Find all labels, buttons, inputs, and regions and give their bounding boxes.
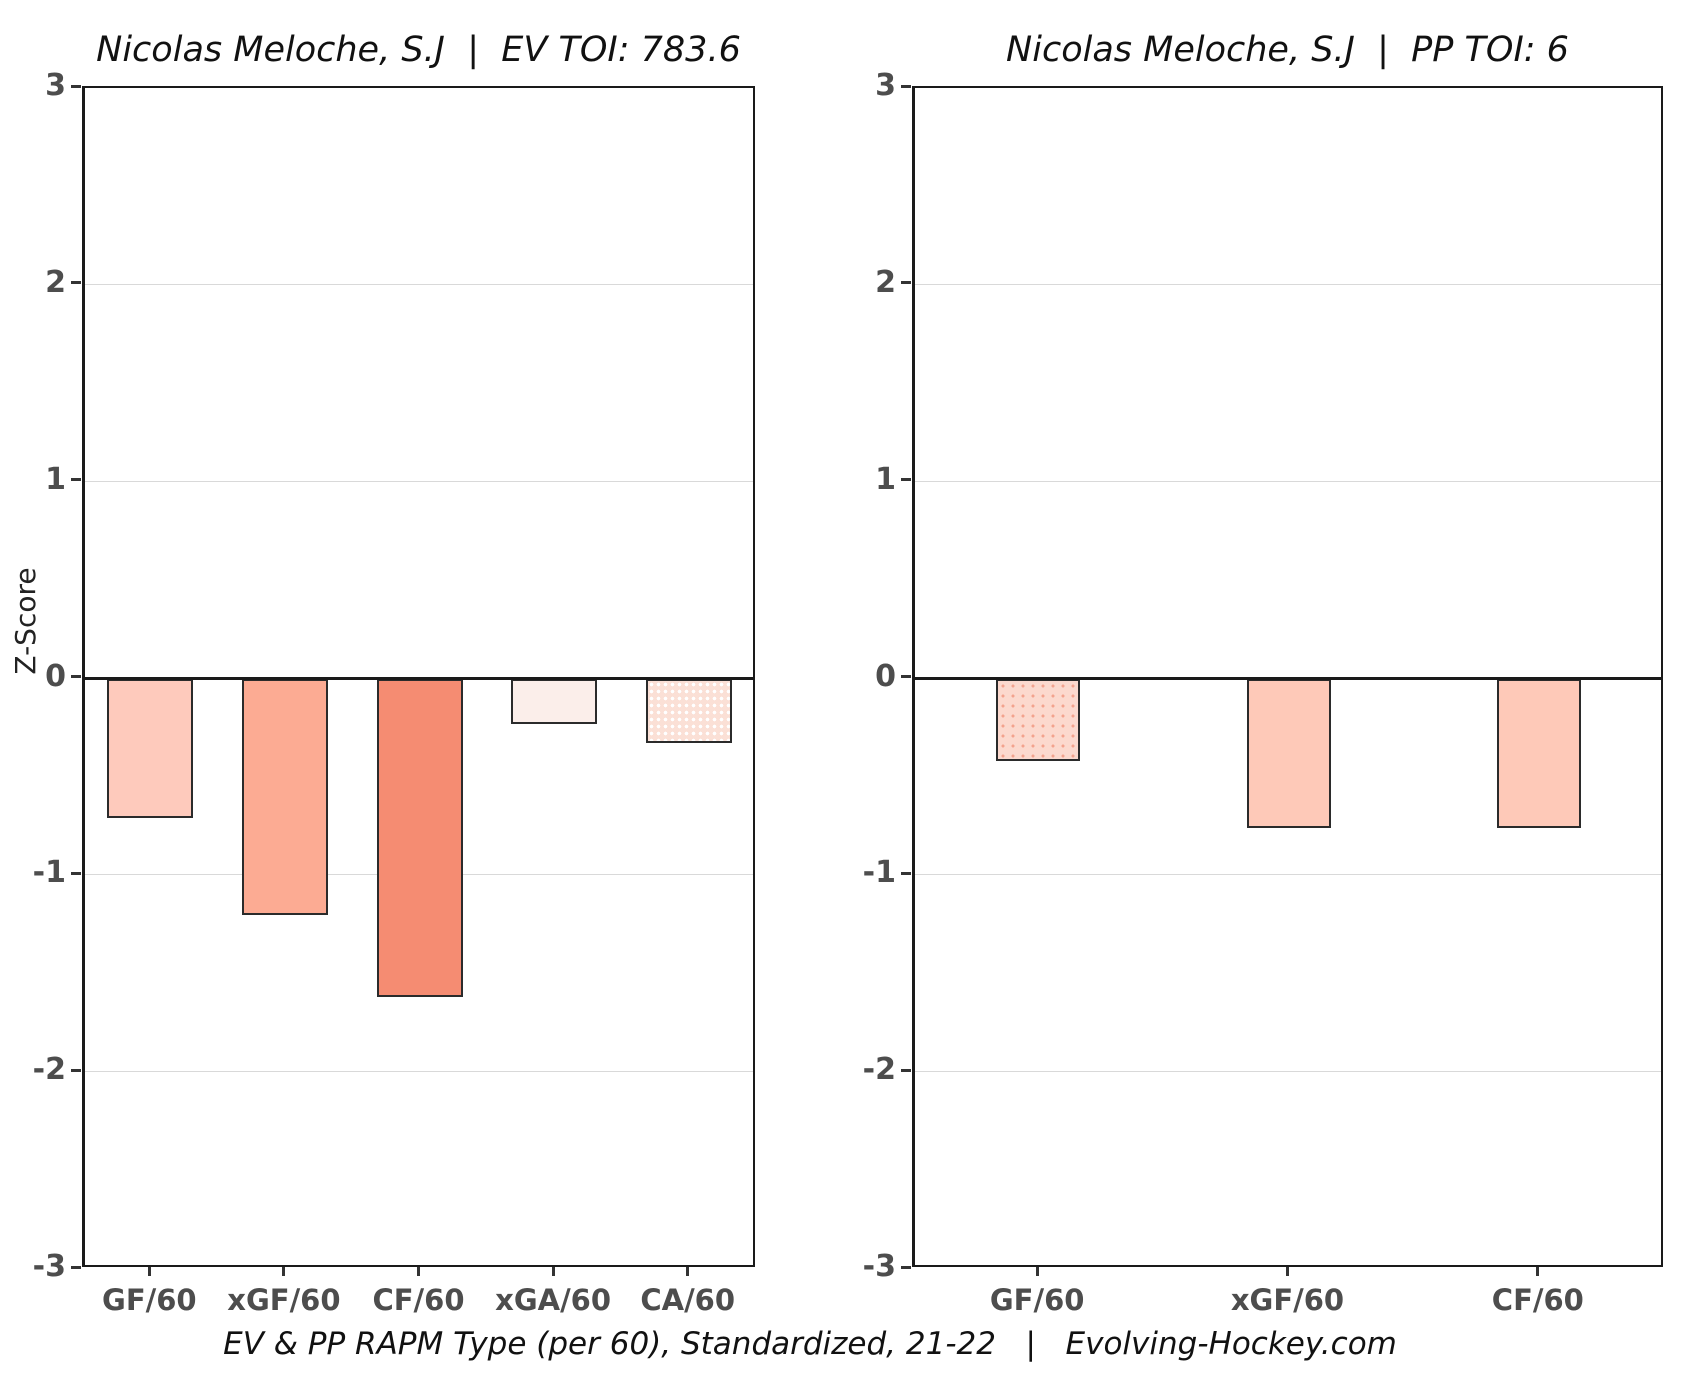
- x-tick-label-xga-60-panel0: xGA/60: [495, 1283, 612, 1317]
- gridline-y-1: [915, 480, 1661, 482]
- x-tick-mark: [1035, 1267, 1039, 1276]
- y-tick-label-0-panel0: 0: [45, 658, 66, 694]
- zero-line-panel0: [85, 677, 753, 680]
- y-tick-mark: [71, 1265, 81, 1269]
- y-tick-label-1-panel0: 1: [45, 461, 66, 497]
- bar-xgf-60-panel1: [1246, 678, 1331, 829]
- x-tick-mark: [686, 1267, 690, 1276]
- y-tick-mark: [901, 1068, 911, 1072]
- gridline-y-1: [85, 480, 753, 482]
- figure-caption: EV & PP RAPM Type (per 60), Standardized…: [223, 1326, 1397, 1362]
- x-tick-label-cf-60-panel1: CF/60: [1491, 1283, 1584, 1317]
- y-tick-label-0-panel1: 0: [875, 658, 896, 694]
- bar-cf-60-panel1: [1496, 678, 1581, 829]
- x-tick-mark: [282, 1267, 286, 1276]
- y-tick-label-1-panel1: 1: [875, 461, 896, 497]
- y-tick-mark: [901, 84, 911, 88]
- y-tick-mark: [901, 871, 911, 875]
- x-tick-mark: [551, 1267, 555, 1276]
- x-tick-label-gf-60-panel0: GF/60: [102, 1283, 197, 1317]
- pp-plot-area: [912, 86, 1663, 1267]
- bar-gf-60-panel0: [107, 678, 194, 819]
- y-tick-label-2-panel0: 2: [45, 264, 66, 300]
- x-tick-mark: [1286, 1267, 1289, 1276]
- x-tick-label-xgf-60-panel0: xGF/60: [227, 1283, 341, 1317]
- bar-gf-60-panel1: [996, 678, 1081, 762]
- gridline-y-2: [85, 283, 753, 285]
- ev-plot-area: [82, 86, 755, 1267]
- y-tick-mark: [71, 871, 81, 875]
- y-tick-mark: [71, 1068, 81, 1072]
- x-tick-label-gf-60-panel1: GF/60: [989, 1283, 1085, 1317]
- y-tick-mark: [901, 478, 911, 482]
- y-tick-label-3-panel1: 3: [875, 68, 896, 103]
- gridline-y--2: [85, 1071, 753, 1073]
- y-tick-label-3-panel0: 3: [45, 68, 66, 103]
- gridline-y-2: [915, 283, 1661, 285]
- y-tick-label--2-panel1: -2: [862, 1052, 896, 1088]
- gridline-y--1: [915, 874, 1661, 876]
- y-tick-mark: [71, 478, 81, 482]
- bar-ca-60-panel0: [645, 678, 732, 744]
- x-tick-label-cf-60-panel0: CF/60: [372, 1283, 465, 1317]
- y-tick-label--3-panel0: -3: [32, 1249, 66, 1284]
- y-tick-label--1-panel0: -1: [32, 855, 66, 891]
- y-tick-mark: [901, 281, 911, 285]
- bar-xga-60-panel0: [511, 678, 598, 724]
- y-tick-label--1-panel1: -1: [862, 855, 896, 891]
- y-tick-mark: [71, 675, 81, 678]
- bar-cf-60-panel0: [376, 678, 463, 998]
- y-tick-label-2-panel1: 2: [875, 264, 896, 300]
- x-tick-mark: [417, 1267, 420, 1276]
- x-tick-mark: [147, 1267, 151, 1276]
- x-tick-label-xgf-60-panel1: xGF/60: [1230, 1283, 1345, 1317]
- gridline-y--2: [915, 1071, 1661, 1073]
- y-tick-mark: [901, 1265, 911, 1269]
- x-tick-mark: [1536, 1267, 1540, 1276]
- y-tick-label--2-panel0: -2: [32, 1052, 66, 1088]
- bar-xgf-60-panel0: [241, 678, 328, 915]
- y-tick-mark: [901, 675, 911, 678]
- x-tick-label-ca-60-panel0: CA/60: [640, 1283, 736, 1317]
- y-tick-label--3-panel1: -3: [862, 1249, 896, 1284]
- zero-line-panel1: [915, 677, 1661, 680]
- y-tick-mark: [71, 84, 81, 88]
- y-tick-mark: [71, 281, 81, 285]
- ev-panel-title: Nicolas Meloche, S.J | EV TOI: 783.6: [96, 30, 741, 70]
- pp-panel-title: Nicolas Meloche, S.J | PP TOI: 6: [1006, 30, 1569, 70]
